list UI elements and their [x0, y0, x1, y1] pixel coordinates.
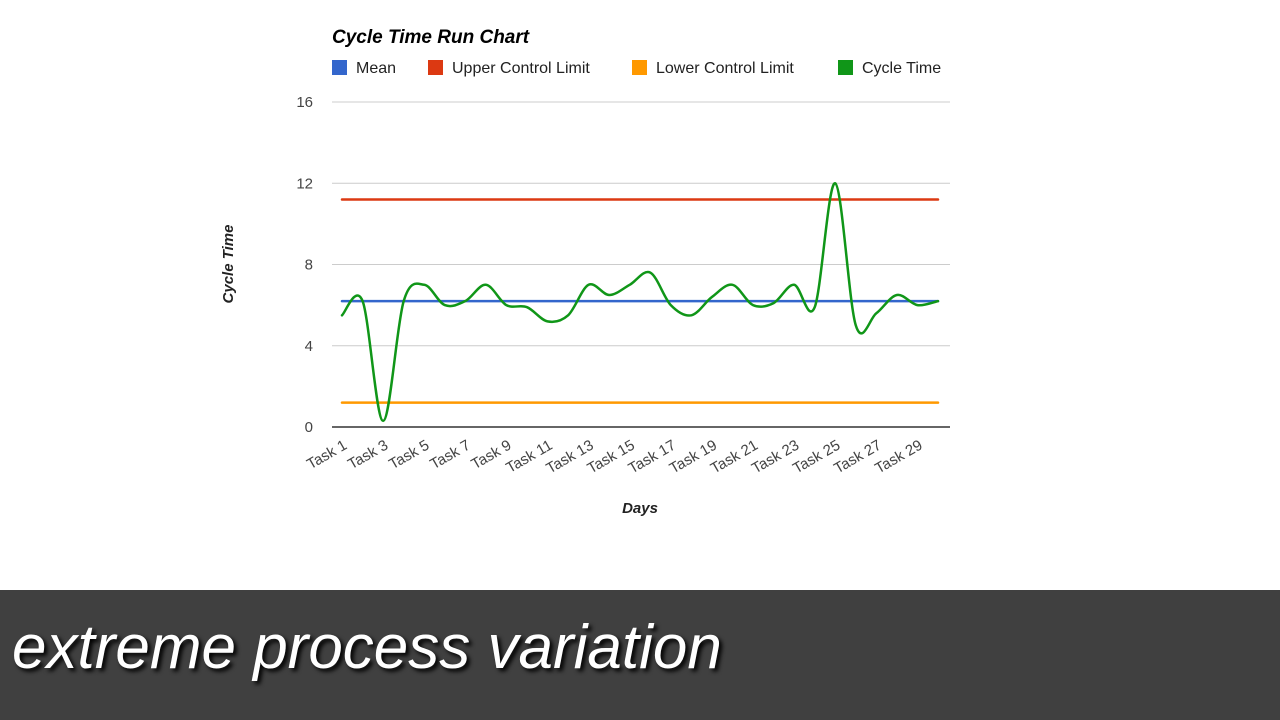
- series-line-cycle-time: [340, 182, 940, 423]
- legend-swatch: [332, 60, 347, 75]
- legend-label: Mean: [356, 60, 396, 77]
- y-tick-label: 12: [296, 175, 313, 192]
- legend-swatch: [428, 60, 443, 75]
- x-tick-label: Task 3: [345, 437, 391, 473]
- legend-swatch: [632, 60, 647, 75]
- legend-swatch: [838, 60, 853, 75]
- y-tick-label: 0: [305, 419, 313, 436]
- chart-legend: Mean Upper Control Limit Lower Control Lim…: [332, 60, 941, 77]
- legend-label: Cycle Time: [862, 60, 941, 77]
- x-axis-title: Days: [622, 500, 658, 517]
- series-lines: [340, 182, 940, 423]
- y-axis-ticks: 0 4 8 12 16: [296, 94, 313, 436]
- caption-bar: extreme process variation: [0, 590, 1280, 720]
- gridlines: [332, 101, 950, 428]
- caption-text: extreme process variation: [12, 613, 722, 682]
- x-tick-label: Task 7: [427, 437, 473, 473]
- legend-label: Lower Control Limit: [656, 60, 794, 77]
- chart-title: Cycle Time Run Chart: [332, 27, 530, 48]
- x-tick-label: Task 1: [304, 437, 350, 473]
- cycle-time-run-chart: Cycle Time Run Chart Mean Upper Control L…: [220, 27, 950, 517]
- y-tick-label: 8: [305, 257, 313, 274]
- x-tick-label: Task 29: [872, 437, 925, 478]
- y-tick-label: 16: [296, 94, 313, 111]
- y-tick-label: 4: [305, 338, 313, 355]
- legend-label: Upper Control Limit: [452, 60, 590, 77]
- x-tick-label: Task 5: [386, 437, 432, 473]
- y-axis-title: Cycle Time: [220, 225, 237, 304]
